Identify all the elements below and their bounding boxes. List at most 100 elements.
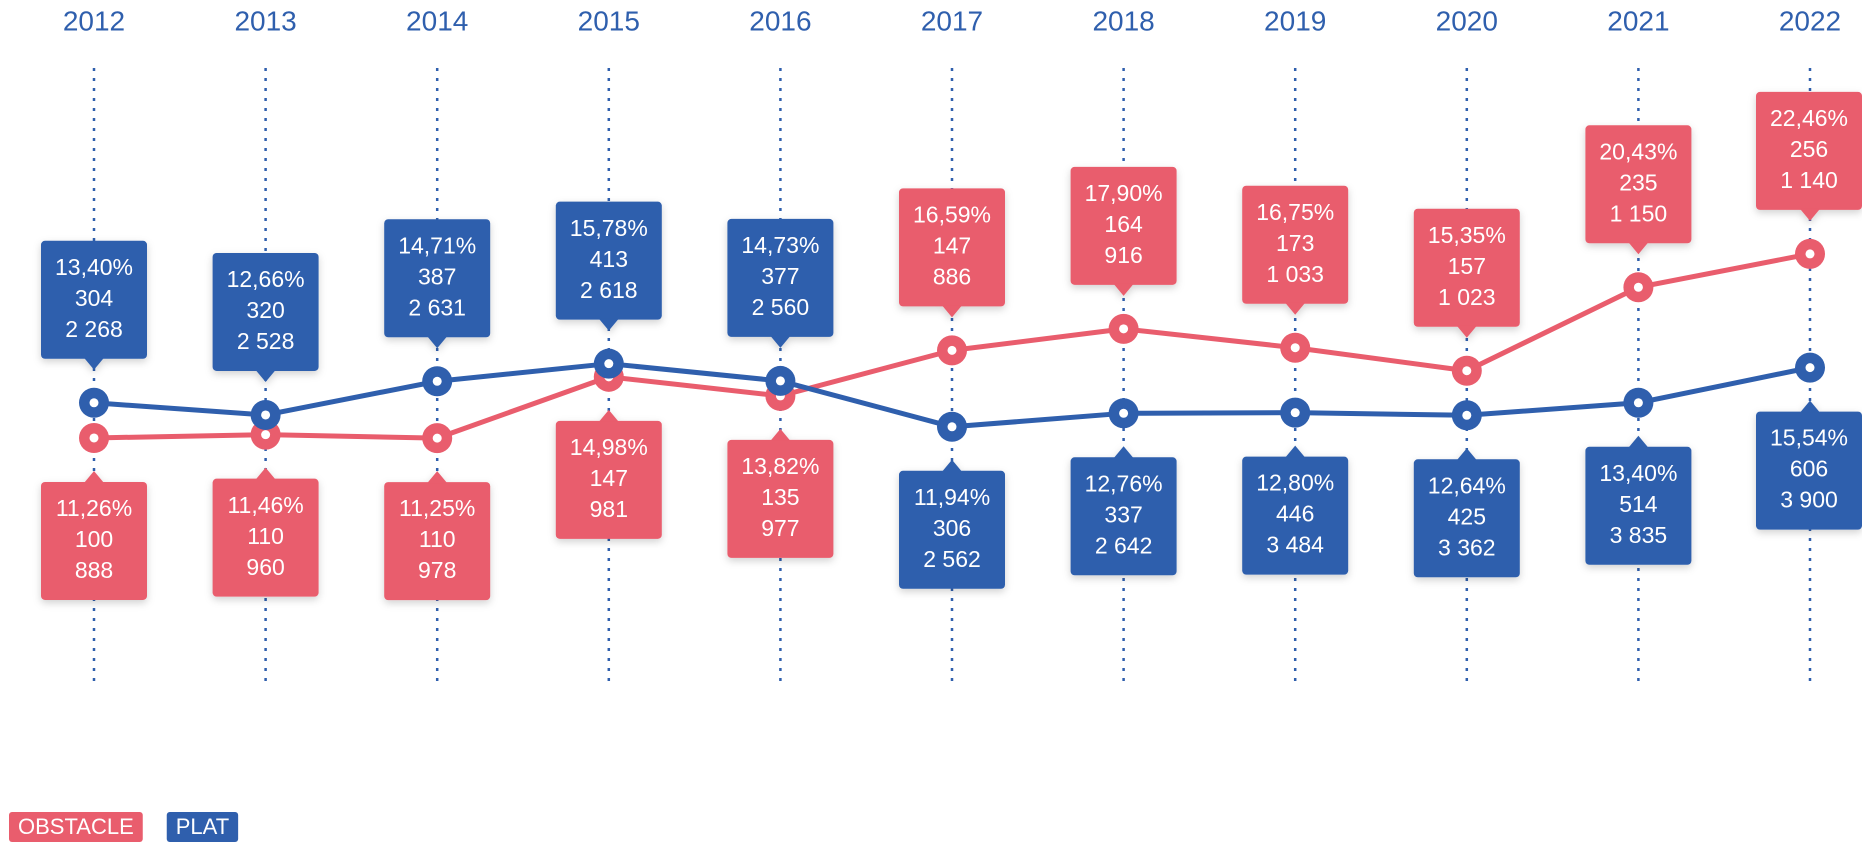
value-label: 17,90% 164 916 [1070, 166, 1177, 296]
data-label: 14,71% [398, 232, 476, 258]
label-box [1585, 446, 1692, 565]
data-detail: 3 484 [1266, 532, 1324, 558]
data-detail: 1 023 [1438, 284, 1496, 310]
x-tick-label: 2018 [1092, 5, 1154, 36]
legend-swatch [166, 812, 239, 842]
point-center [432, 433, 442, 443]
label-box [1413, 208, 1520, 327]
label-tip [1456, 325, 1477, 338]
data-detail: 413 [590, 246, 628, 272]
data-label: 16,59% [913, 201, 991, 227]
data-detail: 2 618 [580, 277, 638, 303]
data-detail: 2 528 [237, 328, 295, 354]
label-tip [255, 467, 276, 480]
data-label: 14,73% [741, 232, 819, 258]
label-tip [1285, 445, 1306, 458]
data-detail: 2 642 [1095, 532, 1153, 558]
data-detail: 147 [933, 232, 971, 258]
data-label: 14,98% [570, 434, 648, 460]
data-detail: 304 [75, 285, 114, 311]
x-tick-label: 2013 [234, 5, 296, 36]
legend-label: OBSTACLE [18, 814, 134, 839]
data-label: 13,82% [741, 453, 819, 479]
label-box [1756, 411, 1862, 530]
x-tick-label: 2020 [1436, 5, 1498, 36]
data-detail: 157 [1448, 253, 1486, 279]
data-label: 15,35% [1428, 222, 1506, 248]
data-detail: 306 [933, 515, 971, 541]
point-center [1290, 408, 1300, 418]
value-label: 16,75% 173 1 033 [1242, 185, 1349, 315]
labels: 2012 2013 2014 2015 2016 2017 2018 2019 2020 2021… [41, 5, 1862, 601]
label-box [1756, 91, 1862, 210]
label-box [1070, 457, 1177, 576]
data-detail: 377 [761, 263, 799, 289]
point-center [89, 398, 99, 408]
label-tip [942, 305, 962, 318]
data-detail: 235 [1619, 169, 1657, 195]
data-detail: 3 900 [1780, 487, 1838, 513]
label-tip [84, 470, 104, 483]
data-detail: 256 [1790, 136, 1828, 162]
value-label: 11,25% 110 978 [384, 471, 491, 601]
data-detail: 425 [1448, 503, 1486, 529]
value-label: 11,94% 306 2 562 [899, 459, 1005, 589]
label-tip [770, 335, 791, 348]
label-box [41, 240, 147, 359]
x-tick-label: 2019 [1264, 5, 1326, 36]
label-box [1242, 456, 1349, 575]
label-tip [1113, 283, 1134, 296]
point-center [1462, 366, 1472, 376]
x-tick-label: 2012 [63, 5, 125, 36]
point-center [1805, 363, 1815, 373]
grid [92, 68, 1812, 685]
data-label: 12,66% [227, 266, 305, 292]
label-tip [84, 357, 104, 370]
value-label: 22,46% 256 1 140 [1756, 91, 1862, 221]
label-box [899, 188, 1005, 307]
data-detail: 981 [590, 496, 628, 522]
legend-item: PLAT [166, 812, 239, 842]
label-tip [427, 336, 448, 349]
data-label: 12,80% [1256, 470, 1334, 496]
x-tick-label: 2017 [921, 5, 983, 36]
data-detail: 320 [246, 297, 284, 323]
data-label: 12,76% [1085, 470, 1163, 496]
label-tip [1285, 302, 1306, 315]
point-center [432, 376, 442, 386]
x-tick-label: 2021 [1607, 5, 1669, 36]
point-center [1290, 343, 1300, 353]
data-detail: 1 150 [1610, 200, 1668, 226]
label-tip [1456, 448, 1477, 461]
data-detail: 978 [418, 557, 456, 583]
data-detail: 606 [1790, 456, 1828, 482]
value-label: 13,82% 135 977 [727, 428, 834, 558]
point-center [1119, 324, 1129, 334]
legend-label: PLAT [176, 814, 229, 839]
legend-item: OBSTACLE [9, 812, 143, 842]
data-detail: 916 [1104, 242, 1142, 268]
label-box [1242, 185, 1349, 304]
x-tick-label: 2015 [578, 5, 640, 36]
point-center [947, 422, 957, 432]
point-center [947, 345, 957, 355]
label-box [384, 482, 491, 601]
point-center [1633, 282, 1643, 292]
data-label: 17,90% [1085, 180, 1163, 206]
label-tip [598, 318, 619, 331]
label-box [1585, 125, 1692, 244]
label-box [1070, 166, 1177, 285]
data-label: 13,40% [55, 254, 133, 280]
data-label: 11,46% [227, 492, 303, 518]
label-tip [255, 369, 276, 382]
value-label: 14,98% 147 981 [555, 409, 662, 539]
data-detail: 337 [1104, 501, 1142, 527]
point-center [261, 410, 271, 420]
data-detail: 1 033 [1266, 261, 1324, 287]
x-tick-label: 2014 [406, 5, 468, 36]
point-center [1462, 410, 1472, 420]
data-detail: 3 362 [1438, 534, 1496, 560]
x-tick-label: 2016 [749, 5, 811, 36]
label-box [212, 252, 319, 371]
label-box [41, 481, 147, 600]
